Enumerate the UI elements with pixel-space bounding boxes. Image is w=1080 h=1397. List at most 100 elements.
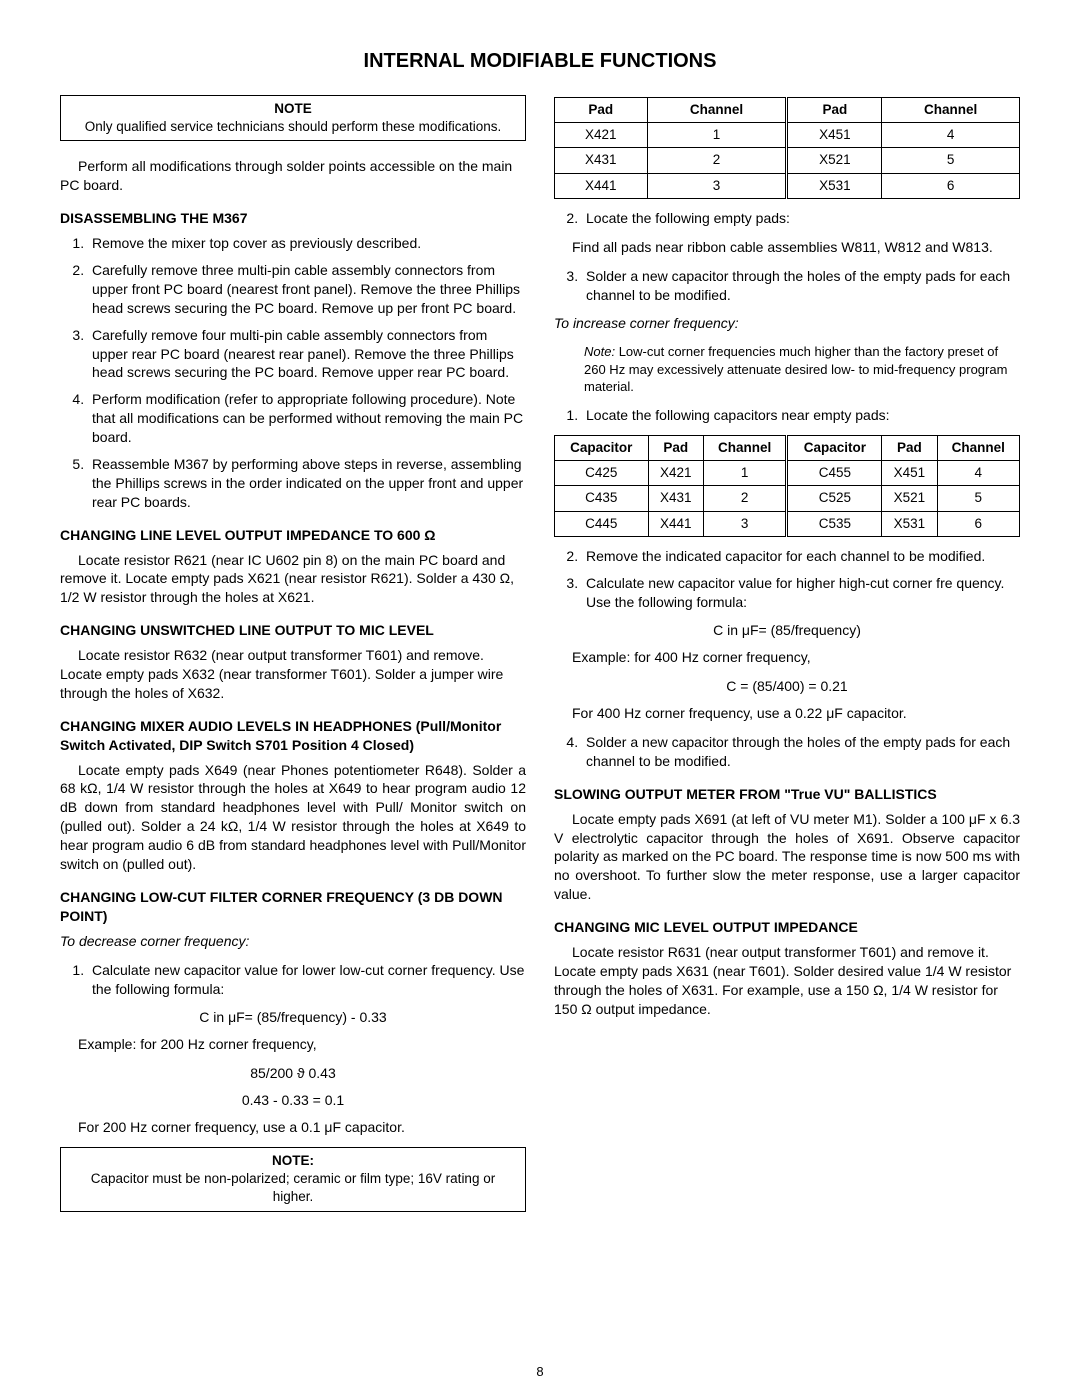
table-header: Capacitor	[555, 435, 649, 460]
table-cell: C445	[555, 511, 649, 536]
list-item: Solder a new capacitor through the holes…	[582, 733, 1020, 771]
table-cell: X441	[648, 511, 703, 536]
table-cell: 3	[703, 511, 787, 536]
table-cell: 6	[937, 511, 1019, 536]
table-cell: X431	[555, 148, 648, 173]
increase-steps2: Remove the indicated capacitor for each …	[554, 547, 1020, 612]
inc-result: For 400 Hz corner frequency, use a 0.22 …	[554, 704, 1020, 723]
list-item: Remove the mixer top cover as previously…	[88, 234, 526, 253]
table-cell: 6	[882, 173, 1020, 198]
note-head: NOTE	[69, 100, 517, 118]
dec-formula2: 85/200 ϑ 0.43	[60, 1064, 526, 1083]
note-box-1: NOTE Only qualified service technicians …	[60, 95, 526, 141]
slowing-body: Locate empty pads X691 (at left of VU me…	[554, 810, 1020, 904]
table-cell: X421	[648, 461, 703, 486]
dec-example: Example: for 200 Hz corner frequency,	[60, 1035, 526, 1054]
table-cell: 2	[647, 148, 787, 173]
mic-body: Locate resistor R631 (near output transf…	[554, 943, 1020, 1019]
table-cell: 4	[937, 461, 1019, 486]
right-column: PadChannelPadChannelX4211X4514X4312X5215…	[554, 95, 1020, 1228]
page-number: 8	[0, 1364, 1080, 1379]
capacitor-table: CapacitorPadChannelCapacitorPadChannelC4…	[554, 435, 1020, 537]
inc-formula1: C in μF= (85/frequency)	[554, 621, 1020, 640]
inc-example: Example: for 400 Hz corner frequency,	[554, 648, 1020, 667]
note2-head: NOTE:	[69, 1152, 517, 1170]
table-cell: 5	[937, 486, 1019, 511]
note-box-2: NOTE: Capacitor must be non-polarized; c…	[60, 1147, 526, 1212]
line-level-head: CHANGING LINE LEVEL OUTPUT IMPEDANCE TO …	[60, 526, 526, 545]
unswitched-head: CHANGING UNSWITCHED LINE OUTPUT TO MIC L…	[60, 621, 526, 640]
note-inset-body: Low-cut corner frequencies much higher t…	[584, 344, 1007, 394]
table-cell: X531	[787, 173, 882, 198]
columns: NOTE Only qualified service technicians …	[60, 95, 1020, 1228]
mixer-audio-body: Locate empty pads X649 (near Phones pote…	[60, 761, 526, 874]
table-cell: 1	[703, 461, 787, 486]
increase-head: To increase corner frequency:	[554, 314, 1020, 333]
left-column: NOTE Only qualified service technicians …	[60, 95, 526, 1228]
table-row: C445X4413C535X5316	[555, 511, 1020, 536]
dec-result: For 200 Hz corner frequency, use a 0.1 μ…	[60, 1118, 526, 1137]
list-item: Locate the following empty pads:	[582, 209, 1020, 228]
list-item: Carefully remove three multi-pin cable a…	[88, 261, 526, 318]
table-cell: 3	[647, 173, 787, 198]
table-cell: 2	[703, 486, 787, 511]
pad-channel-table-1: PadChannelPadChannelX4211X4514X4312X5215…	[554, 97, 1020, 199]
decrease-list: Calculate new capacitor value for lower …	[60, 961, 526, 999]
find-pads: Find all pads near ribbon cable assembli…	[554, 238, 1020, 257]
dec-formula1: C in μF= (85/frequency) - 0.33	[60, 1008, 526, 1027]
page: INTERNAL MODIFIABLE FUNCTIONS NOTE Only …	[0, 0, 1080, 1397]
increase-steps1: Locate the following capacitors near emp…	[554, 406, 1020, 425]
table-cell: X521	[882, 486, 937, 511]
list-item: Locate the following capacitors near emp…	[582, 406, 1020, 425]
lowcut-head: CHANGING LOW-CUT FILTER CORNER FREQUENCY…	[60, 888, 526, 926]
table-header: Pad	[882, 435, 937, 460]
inc-formula2: C = (85/400) = 0.21	[554, 677, 1020, 696]
table-row: C425X4211C455X4514	[555, 461, 1020, 486]
page-title: INTERNAL MODIFIABLE FUNCTIONS	[60, 50, 1020, 73]
right-steps-a: Locate the following empty pads:	[554, 209, 1020, 228]
table-cell: 5	[882, 148, 1020, 173]
table-cell: 4	[882, 123, 1020, 148]
table-header: Channel	[647, 98, 787, 123]
table-cell: C435	[555, 486, 649, 511]
note-inset: Note: Low-cut corner frequencies much hi…	[584, 343, 1020, 396]
list-item: Solder a new capacitor through the holes…	[582, 267, 1020, 305]
unswitched-body: Locate resistor R632 (near output transf…	[60, 646, 526, 703]
increase-steps3: Solder a new capacitor through the holes…	[554, 733, 1020, 771]
disassembling-list: Remove the mixer top cover as previously…	[60, 234, 526, 512]
table-header: Channel	[937, 435, 1019, 460]
list-item: Remove the indicated capacitor for each …	[582, 547, 1020, 566]
note2-body: Capacitor must be non-polarized; ceramic…	[91, 1171, 495, 1204]
table-cell: C455	[787, 461, 882, 486]
table-cell: 1	[647, 123, 787, 148]
note-inset-head: Note:	[584, 344, 615, 359]
table-row: X4413X5316	[555, 173, 1020, 198]
mic-head: CHANGING MIC LEVEL OUTPUT IMPEDANCE	[554, 918, 1020, 937]
slowing-head: SLOWING OUTPUT METER FROM "True VU" BALL…	[554, 785, 1020, 804]
disassembling-head: DISASSEMBLING THE M367	[60, 209, 526, 228]
list-item: Calculate new capacitor value for higher…	[582, 574, 1020, 612]
table-cell: X451	[882, 461, 937, 486]
table-cell: X531	[882, 511, 937, 536]
line-level-body: Locate resistor R621 (near IC U602 pin 8…	[60, 551, 526, 608]
table-row: C435X4312C525X5215	[555, 486, 1020, 511]
table-header: Capacitor	[787, 435, 882, 460]
list-item: Calculate new capacitor value for lower …	[88, 961, 526, 999]
table-cell: X451	[787, 123, 882, 148]
table-cell: C535	[787, 511, 882, 536]
right-steps-b: Solder a new capacitor through the holes…	[554, 267, 1020, 305]
mixer-audio-head: CHANGING MIXER AUDIO LEVELS IN HEADPHONE…	[60, 717, 526, 755]
list-item: Perform modification (refer to appropria…	[88, 390, 526, 447]
table-cell: X521	[787, 148, 882, 173]
table-header: Pad	[648, 435, 703, 460]
list-item: Reassemble M367 by performing above step…	[88, 455, 526, 512]
table-cell: C525	[787, 486, 882, 511]
table-row: X4312X5215	[555, 148, 1020, 173]
table-header: Pad	[787, 98, 882, 123]
table-header: Channel	[882, 98, 1020, 123]
table-cell: X421	[555, 123, 648, 148]
list-item: Carefully remove four multi-pin cable as…	[88, 326, 526, 383]
table-cell: C425	[555, 461, 649, 486]
table-row: X4211X4514	[555, 123, 1020, 148]
table-cell: X441	[555, 173, 648, 198]
